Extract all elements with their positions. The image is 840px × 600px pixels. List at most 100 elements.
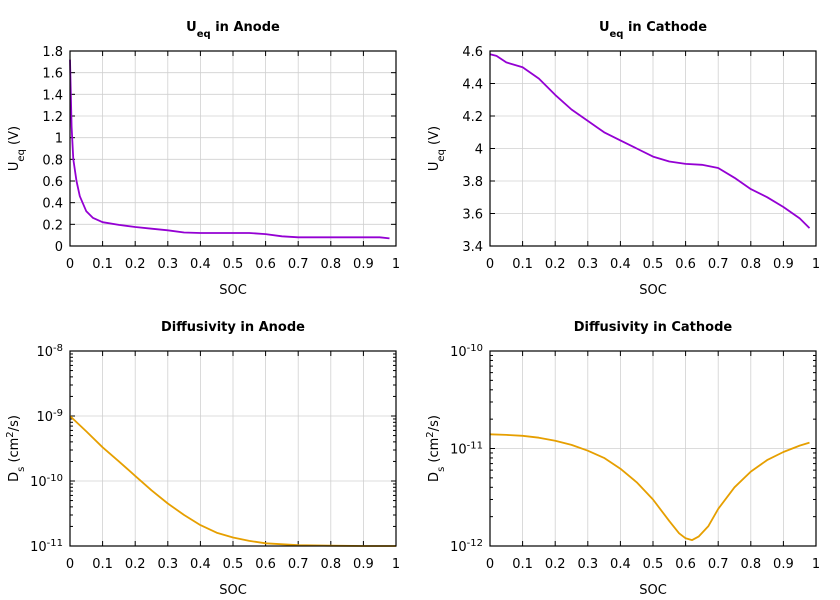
x-tick-label: 0.5 bbox=[223, 557, 244, 572]
text-segment: D bbox=[427, 472, 442, 482]
data-series-line bbox=[69, 59, 390, 240]
subscript: s bbox=[436, 467, 447, 472]
x-tick-label: 0.4 bbox=[190, 557, 211, 572]
x-tick-label: 0.9 bbox=[353, 557, 374, 572]
y-axis-label: Ds (cm2/s) bbox=[425, 415, 447, 482]
x-tick-label: 0.8 bbox=[740, 557, 761, 572]
y-tick-label: 4 bbox=[475, 143, 483, 158]
tick-exponent: -10 bbox=[47, 473, 63, 484]
x-tick-label: 0.6 bbox=[675, 557, 696, 572]
x-tick-label: 0.3 bbox=[157, 257, 178, 272]
text-segment: Diffusivity in Cathode bbox=[574, 320, 733, 335]
x-tick-label: 0.5 bbox=[643, 557, 664, 572]
y-tick-label: 0.6 bbox=[42, 175, 63, 190]
subplot-1: 0 0.1 0.2 0.3 0.4 0.5 0.6 0.7 0.8 0.9 1 3.4 3.6 3.8 4 4… bbox=[427, 20, 820, 298]
tick-base: 10 bbox=[30, 540, 47, 555]
x-tick-label: 0.2 bbox=[545, 257, 566, 272]
tick-base: 10 bbox=[450, 540, 467, 555]
y-tick-label: 4.6 bbox=[462, 45, 483, 60]
x-tick-label: 0.7 bbox=[288, 257, 309, 272]
y-tick-label: 10-11 bbox=[30, 538, 63, 556]
text-segment: U bbox=[427, 162, 442, 172]
x-tick-label: 0 bbox=[486, 557, 494, 572]
x-tick-label: 0.8 bbox=[320, 557, 341, 572]
subscript: eq bbox=[16, 149, 27, 162]
text-segment: (V) bbox=[7, 126, 22, 149]
y-axis-label: Ueq (V) bbox=[7, 126, 27, 171]
x-tick-label: 0.9 bbox=[773, 557, 794, 572]
x-tick-label: 0 bbox=[66, 257, 74, 272]
subscript: s bbox=[16, 467, 27, 472]
tick-exponent: -10 bbox=[467, 343, 483, 354]
data-series-line bbox=[489, 53, 811, 229]
y-tick-label: 4.4 bbox=[462, 78, 483, 93]
data-series-line bbox=[489, 433, 810, 541]
x-tick-label: 0.5 bbox=[223, 257, 244, 272]
subplot-2: 0 0.1 0.2 0.3 0.4 0.5 0.6 0.7 0.8 0.9 110-1110-101… bbox=[5, 320, 401, 598]
tick-exponent: -11 bbox=[47, 538, 63, 549]
chart-title: Diffusivity in Anode bbox=[161, 320, 305, 335]
x-axis-label: SOC bbox=[639, 583, 667, 598]
data-series-line bbox=[69, 415, 396, 547]
subscript: eq bbox=[610, 29, 624, 40]
x-tick-label: 0.4 bbox=[610, 557, 631, 572]
y-tick-label: 0.2 bbox=[42, 218, 63, 233]
y-tick-label: 3.6 bbox=[462, 208, 483, 223]
x-tick-label: 0.3 bbox=[157, 557, 178, 572]
y-tick-label: 0.4 bbox=[42, 197, 63, 212]
x-tick-label: 0.3 bbox=[577, 257, 598, 272]
text-segment: in Cathode bbox=[623, 20, 707, 35]
x-axis-label: SOC bbox=[219, 283, 247, 298]
x-tick-label: 1 bbox=[812, 257, 820, 272]
y-tick-label: 1 bbox=[55, 132, 63, 147]
text-segment: /s) bbox=[427, 415, 442, 431]
chart-title: Ueq in Anode bbox=[186, 20, 280, 40]
y-tick-label: 10-10 bbox=[30, 473, 63, 491]
x-tick-label: 0.6 bbox=[255, 557, 276, 572]
x-tick-label: 0.2 bbox=[125, 257, 146, 272]
tick-base: 10 bbox=[450, 345, 467, 360]
tick-base: 10 bbox=[30, 475, 47, 490]
y-tick-label: 4.2 bbox=[462, 110, 483, 125]
plot-frame bbox=[69, 50, 397, 247]
x-tick-label: 0.3 bbox=[577, 557, 598, 572]
chart-title: Diffusivity in Cathode bbox=[574, 320, 733, 335]
y-tick-label: 0 bbox=[55, 240, 63, 255]
x-tick-label: 0 bbox=[66, 557, 74, 572]
tick-base: 10 bbox=[36, 345, 53, 360]
tick-exponent: -9 bbox=[53, 408, 63, 419]
text-segment: U bbox=[7, 162, 22, 172]
text-segment: D bbox=[7, 472, 22, 482]
subscript: eq bbox=[197, 29, 211, 40]
superscript: 2 bbox=[5, 431, 16, 437]
x-tick-label: 1 bbox=[392, 557, 400, 572]
x-tick-label: 0.7 bbox=[288, 557, 309, 572]
x-tick-label: 0.2 bbox=[125, 557, 146, 572]
x-tick-label: 0.9 bbox=[353, 257, 374, 272]
plot-frame bbox=[69, 350, 397, 547]
plot-frame bbox=[489, 350, 817, 547]
x-tick-label: 0.6 bbox=[675, 257, 696, 272]
x-tick-label: 0.7 bbox=[708, 557, 729, 572]
x-tick-label: 0.8 bbox=[740, 257, 761, 272]
tick-base: 10 bbox=[450, 443, 467, 458]
y-tick-label: 3.8 bbox=[462, 175, 483, 190]
text-segment: SOC bbox=[639, 283, 667, 298]
subplot-0: 0 0.1 0.2 0.3 0.4 0.5 0.6 0.7 0.8 0.9 1 0 0.2 0.4 0.6 0… bbox=[7, 20, 400, 298]
text-segment: U bbox=[599, 20, 610, 35]
x-tick-label: 0.5 bbox=[643, 257, 664, 272]
y-tick-label: 10-11 bbox=[450, 440, 483, 458]
tick-exponent: -8 bbox=[53, 343, 63, 354]
x-tick-label: 0.2 bbox=[545, 557, 566, 572]
x-tick-label: 0.4 bbox=[610, 257, 631, 272]
x-tick-label: 0.1 bbox=[92, 257, 113, 272]
x-tick-label: 1 bbox=[812, 557, 820, 572]
y-tick-label: 10-8 bbox=[36, 343, 63, 361]
text-segment: Diffusivity in Anode bbox=[161, 320, 305, 335]
text-segment: /s) bbox=[7, 415, 22, 431]
x-tick-label: 0.9 bbox=[773, 257, 794, 272]
x-tick-label: 0.8 bbox=[320, 257, 341, 272]
y-axis-label: Ueq (V) bbox=[427, 126, 447, 171]
chart-title: Ueq in Cathode bbox=[599, 20, 707, 40]
